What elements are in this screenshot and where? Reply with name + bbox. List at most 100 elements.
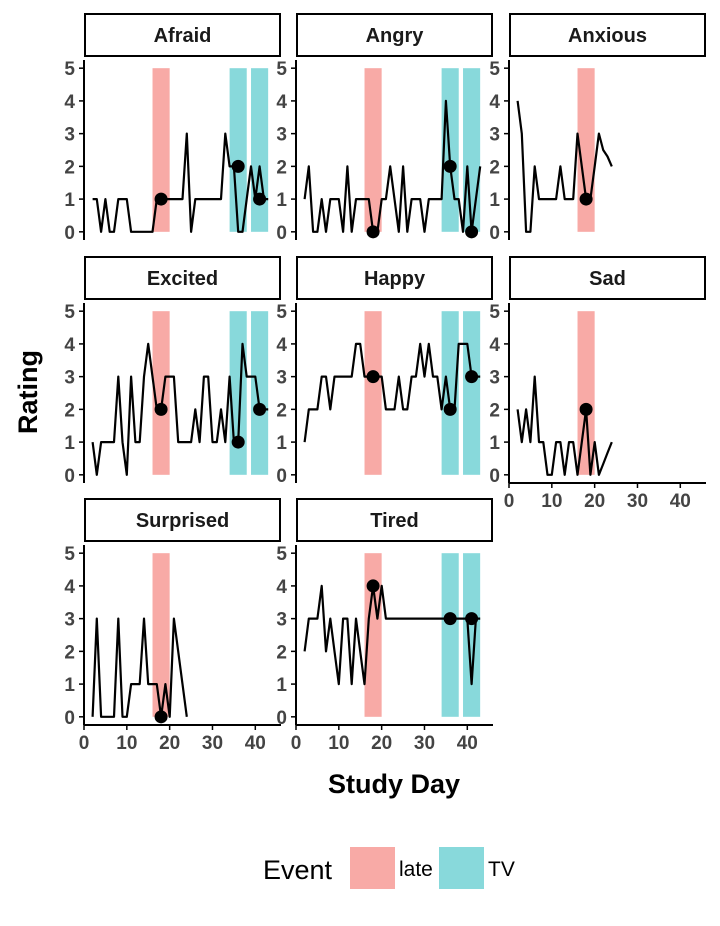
y-tick-label: 2: [64, 157, 75, 178]
y-tick-label: 4: [64, 335, 75, 356]
y-tick-label: 0: [489, 466, 500, 487]
event-point: [154, 710, 168, 724]
legend-key-late: [350, 847, 395, 889]
facet-afraid: Afraid 0 1 2 3 4 5: [64, 13, 281, 244]
facet-title: Afraid: [154, 25, 212, 47]
facet-title: Anxious: [568, 25, 647, 47]
facet-surprised: Surprised 0 1 2 3 4 5 0 10 20 30 40: [64, 498, 281, 754]
series-line: [92, 132, 269, 233]
x-tick-label: 20: [159, 733, 180, 754]
facet-strip: [84, 13, 281, 57]
facet-strip: [296, 498, 493, 542]
event-band-tv: [463, 553, 481, 717]
x-tick-label: 40: [457, 733, 478, 754]
event-band-late: [364, 553, 382, 717]
x-tick-label: 30: [414, 733, 435, 754]
facet-strip: [509, 13, 706, 57]
y-tick-label: 0: [276, 708, 287, 729]
y-tick-label: 1: [276, 433, 287, 454]
event-point: [465, 225, 479, 239]
x-tick-label: 10: [328, 733, 349, 754]
y-tick-label: 3: [276, 368, 287, 389]
x-axis-title: Study Day: [328, 769, 460, 799]
facet-strip: [296, 13, 493, 57]
event-point: [443, 612, 457, 626]
legend-key-tv: [439, 847, 484, 889]
y-tick-label: 2: [64, 400, 75, 421]
y-tick-label: 1: [64, 190, 75, 211]
y-tick-label: 4: [276, 92, 287, 113]
facet-title: Happy: [364, 268, 426, 290]
x-tick-label: 40: [245, 733, 266, 754]
y-tick-label: 4: [489, 335, 500, 356]
y-tick-label: 5: [64, 59, 75, 80]
y-tick-label: 3: [276, 125, 287, 146]
event-band-late: [364, 68, 382, 232]
y-tick-label: 4: [276, 335, 287, 356]
event-point: [231, 435, 245, 449]
legend-label: late: [399, 858, 433, 881]
event-point: [579, 402, 593, 416]
y-tick-label: 3: [64, 610, 75, 631]
series-line: [516, 375, 613, 476]
x-tick-label: 0: [291, 733, 302, 754]
facet-strip: [509, 256, 706, 300]
event-point: [366, 225, 380, 239]
y-tick-label: 2: [276, 157, 287, 178]
facet-title: Sad: [589, 268, 626, 290]
facet-tired: Tired 0 1 2 3 4 5 0 10 20 30 40: [276, 498, 493, 754]
facet-title: Tired: [370, 510, 419, 532]
event-band-tv: [229, 311, 247, 475]
facet-angry: Angry 0 1 2 3 4 5: [276, 13, 493, 244]
y-tick-label: 5: [276, 544, 287, 565]
series-line: [91, 617, 188, 718]
y-tick-label: 3: [489, 125, 500, 146]
y-tick-label: 5: [276, 59, 287, 80]
event-band-tv: [251, 311, 269, 475]
x-tick-label: 0: [79, 733, 90, 754]
y-tick-label: 2: [489, 400, 500, 421]
legend-label: TV: [488, 858, 515, 881]
event-point: [465, 370, 479, 384]
x-tick-label: 30: [202, 733, 223, 754]
x-tick-label: 10: [116, 733, 137, 754]
y-tick-label: 0: [276, 466, 287, 487]
event-point: [253, 402, 267, 416]
facet-title: Angry: [366, 25, 425, 47]
y-tick-label: 2: [276, 400, 287, 421]
x-tick-label: 40: [670, 491, 691, 512]
event-band-tv: [463, 311, 481, 475]
y-tick-label: 1: [64, 433, 75, 454]
y-tick-label: 4: [489, 92, 500, 113]
y-tick-label: 2: [64, 642, 75, 663]
facet-happy: Happy 0 1 2 3 4 5: [276, 256, 493, 487]
x-tick-label: 20: [584, 491, 605, 512]
event-point: [443, 159, 457, 173]
y-tick-label: 3: [64, 368, 75, 389]
facet-title: Surprised: [136, 510, 229, 532]
y-tick-label: 3: [489, 368, 500, 389]
y-tick-label: 4: [64, 92, 75, 113]
y-tick-label: 1: [276, 190, 287, 211]
y-tick-label: 0: [64, 223, 75, 244]
y-tick-label: 5: [64, 544, 75, 565]
y-tick-label: 3: [64, 125, 75, 146]
event-point: [154, 192, 168, 206]
y-tick-label: 1: [276, 675, 287, 696]
event-point: [443, 402, 457, 416]
facet-strip: [84, 498, 281, 542]
event-band-tv: [229, 68, 247, 232]
legend: Event late TV: [263, 847, 515, 889]
y-tick-label: 3: [276, 610, 287, 631]
y-axis-title: Rating: [13, 350, 43, 434]
event-point: [154, 402, 168, 416]
facet-strip: [296, 256, 493, 300]
x-tick-label: 10: [541, 491, 562, 512]
x-tick-label: 30: [627, 491, 648, 512]
event-point: [253, 192, 267, 206]
event-point: [231, 159, 245, 173]
y-tick-label: 5: [276, 302, 287, 323]
series-line: [516, 100, 613, 233]
